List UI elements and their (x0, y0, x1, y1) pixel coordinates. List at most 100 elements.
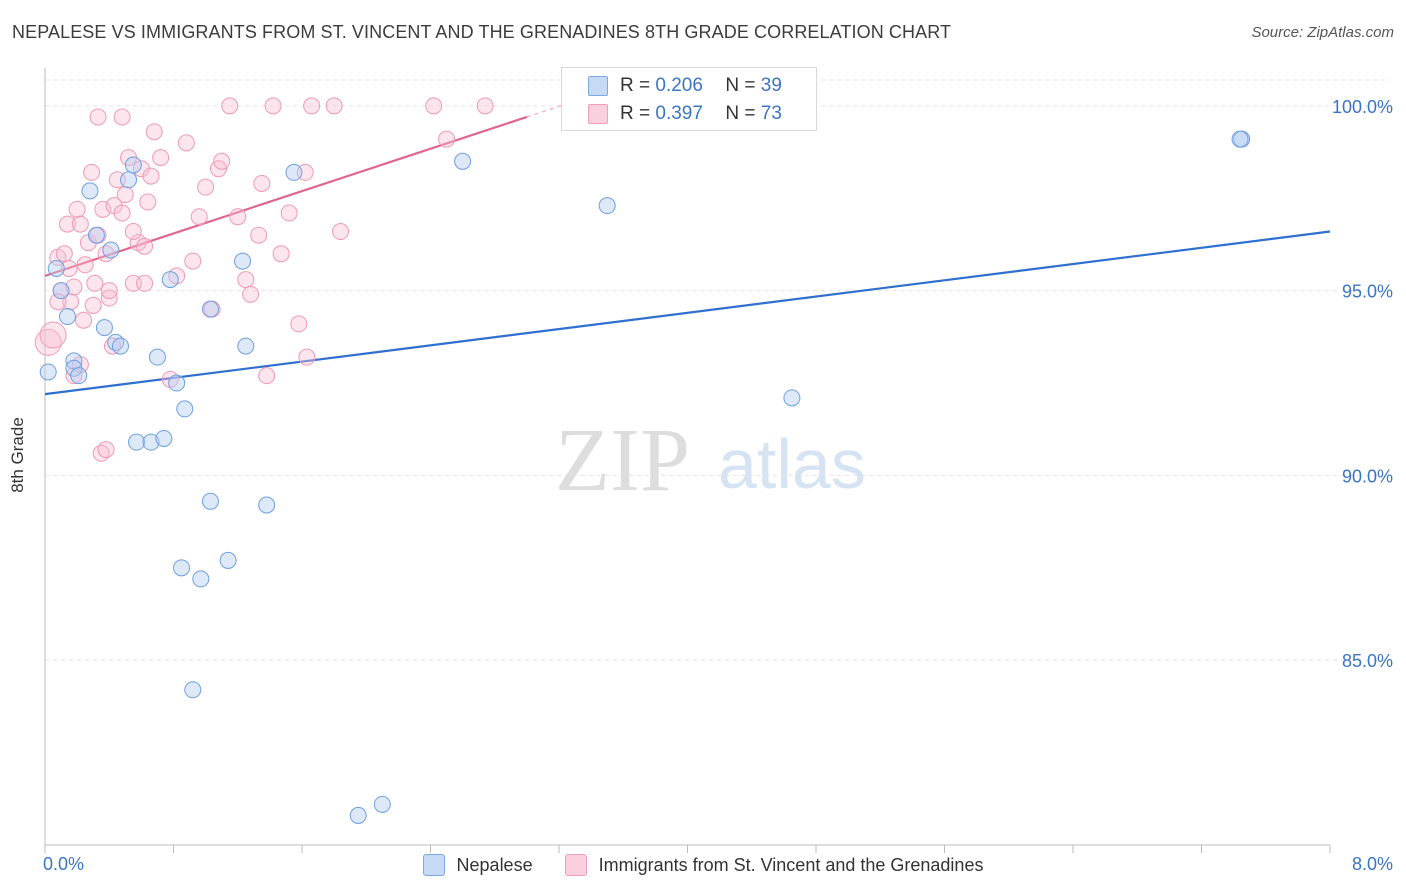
legend-label: Nepalese (456, 854, 533, 875)
svg-point (34, 328, 62, 356)
nepalese-point (349, 806, 367, 824)
svg-point (253, 174, 271, 192)
n-value: 39 (760, 75, 782, 96)
correlation-legend: R = 0.206 N = 39 R = 0.397 N = 73 (561, 67, 817, 131)
legend-item-nepalese: Nepalese (422, 854, 533, 876)
svg-point (303, 97, 321, 115)
y-axis-label: 8th Grade (8, 417, 27, 493)
svg-point (68, 200, 86, 218)
svg-point (100, 282, 118, 300)
svg-point (142, 167, 160, 185)
source-label: Source: ZipAtlas.com (1251, 24, 1394, 41)
svg-point (325, 97, 343, 115)
trend-lines (44, 103, 1331, 396)
svg-point (39, 321, 67, 349)
nepalese-point (598, 197, 616, 215)
svg-point (58, 215, 76, 233)
nepalese-point (373, 795, 391, 813)
nepalese-point (454, 152, 472, 170)
nepalese-point (52, 282, 70, 300)
chart-title: NEPALESE VS IMMIGRANTS FROM ST. VINCENT … (12, 22, 952, 42)
svg-point (250, 226, 268, 244)
r-label: R = (620, 75, 651, 96)
svg-point (136, 237, 154, 255)
series-legend: Nepalese Immigrants from St. Vincent and… (0, 850, 1406, 880)
svg-point (94, 200, 112, 218)
svg-point (332, 223, 350, 241)
nepalese-point (184, 681, 202, 699)
legend-row-nepalese: R = 0.206 N = 39 (588, 73, 782, 99)
svg-trend-line (44, 115, 528, 277)
svg-point (272, 245, 290, 263)
axes (44, 68, 1331, 853)
nepalese-point (234, 252, 252, 270)
nepalese-point (285, 163, 303, 181)
nepalese-point (142, 433, 160, 451)
nepalese-swatch (588, 76, 608, 96)
legend-label: Immigrants from St. Vincent and the Gren… (598, 854, 984, 875)
n-label: N = (725, 75, 756, 96)
svg-point (97, 441, 115, 459)
x-tick-label: 8.0% (1352, 854, 1393, 874)
nepalese-point (237, 337, 255, 355)
x-tick-label: 0.0% (43, 854, 84, 874)
nepalese-point (258, 496, 276, 514)
nepalese-point (168, 374, 186, 392)
svg-point (84, 296, 102, 314)
nepalese-point (102, 241, 120, 259)
svg-point (83, 163, 101, 181)
svg-point (136, 274, 154, 292)
svg-trend-extension (526, 103, 568, 118)
svg-point (177, 134, 195, 152)
tick-labels: 85.0% 90.0% 95.0% 100.0% 0.0% 8.0% (43, 97, 1393, 874)
nepalese-point (70, 367, 88, 385)
nepalese-point (128, 433, 146, 451)
nepalese-point (192, 570, 210, 588)
nepalese-point (176, 400, 194, 418)
svg-swatch (588, 104, 608, 124)
legend-item-svg: Immigrants from St. Vincent and the Gren… (564, 854, 984, 876)
nepalese-point (173, 559, 191, 577)
nepalese-point (81, 182, 99, 200)
svg-point (221, 97, 239, 115)
n-value: 73 (760, 103, 782, 124)
nepalese-point (201, 492, 219, 510)
svg-point (197, 178, 215, 196)
svg-point (298, 348, 316, 366)
y-tick-label: 95.0% (1342, 282, 1393, 302)
svg-point (60, 259, 78, 277)
svg-point (139, 193, 157, 211)
svg-point (65, 278, 83, 296)
svg-point (89, 108, 107, 126)
nepalese-point (161, 271, 179, 289)
r-label: R = (620, 103, 651, 124)
nepalese-point (1231, 130, 1249, 148)
svg-point (55, 245, 73, 263)
svg-point (100, 289, 118, 307)
svg-point (213, 152, 231, 170)
nepalese-point (783, 389, 801, 407)
nepalese-point (39, 363, 57, 381)
svg-point (242, 285, 260, 303)
y-tick-label: 90.0% (1342, 466, 1393, 486)
nepalese-point (124, 156, 142, 174)
svg-point (258, 367, 276, 385)
y-tick-label: 85.0% (1342, 651, 1393, 671)
svg-point (113, 108, 131, 126)
svg-point (124, 223, 142, 241)
nepalese-point (87, 226, 105, 244)
nepalese-point (120, 171, 138, 189)
svg-point (280, 204, 298, 222)
n-label: N = (725, 103, 756, 124)
svg-point (49, 293, 67, 311)
svg-point (425, 97, 443, 115)
nepalese-point (219, 551, 237, 569)
svg-point (65, 367, 83, 385)
svg-point (113, 204, 131, 222)
points-svg-series (34, 97, 494, 462)
svg-point (145, 123, 163, 141)
nepalese-point (155, 429, 173, 447)
svg-point (264, 97, 282, 115)
svg-point (237, 271, 255, 289)
